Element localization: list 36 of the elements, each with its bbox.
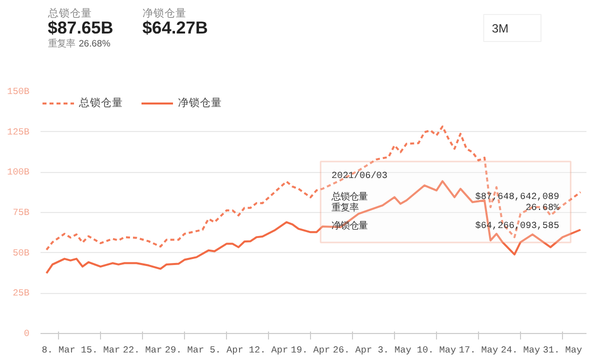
annotation: $87,648,642,089 <box>475 190 560 202</box>
y-tick-label: 25B <box>12 288 30 299</box>
x-tick-label: 29. Mar <box>164 344 204 356</box>
text: 净锁仓量 <box>142 8 186 20</box>
line-series <box>46 180 582 274</box>
x-tick-label: 12. Apr <box>248 344 288 356</box>
text: 3M <box>492 22 509 36</box>
x-tick-label: 3. May <box>378 344 412 356</box>
text: $87.65B <box>48 18 114 38</box>
legend-label: 净锁仓量 <box>178 96 222 110</box>
annotation: 26.68% <box>526 202 560 214</box>
text: $64.27B <box>142 18 208 38</box>
legend-label: 总锁仓量 <box>79 96 123 110</box>
x-tick-label: 17. May <box>458 344 498 356</box>
text: 26.68% <box>78 38 110 48</box>
x-tick-label: 22. Mar <box>122 344 162 356</box>
x-tick-label: 24. May <box>500 344 540 356</box>
annotation: 重复率 <box>332 202 359 213</box>
y-tick-label: 150B <box>7 86 30 97</box>
x-tick-label: 26. Apr <box>332 344 372 356</box>
annotation: 2021/06/03 <box>332 170 388 181</box>
y-tick-label: 75B <box>12 207 30 218</box>
y-tick-label: 125B <box>7 126 30 138</box>
text: 重复率 <box>48 38 75 48</box>
annotation: 总锁仓量 <box>330 191 368 202</box>
y-tick-label: 0 <box>24 328 30 339</box>
x-tick-label: 8. Mar <box>42 344 76 356</box>
line-series <box>46 126 582 251</box>
text: 总锁仓量 <box>46 6 92 20</box>
x-tick-label: 15. Mar <box>80 344 120 356</box>
x-tick-label: 10. May <box>416 344 456 356</box>
x-tick-label: 31. May <box>542 344 582 356</box>
x-tick-label: 19. Apr <box>290 344 330 356</box>
y-tick-label: 50B <box>12 247 30 258</box>
x-tick-label: 5. Apr <box>210 344 244 356</box>
y-tick-label: 100B <box>7 166 30 178</box>
